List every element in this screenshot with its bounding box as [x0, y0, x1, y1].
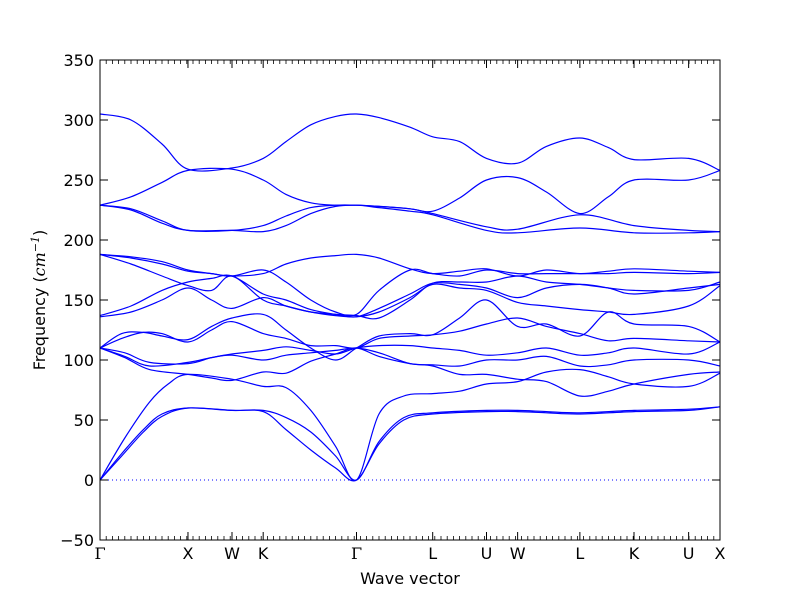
- y-tick-label-8: 350: [63, 51, 94, 70]
- band-line-7: [99, 317, 721, 349]
- band-line-1: [99, 406, 721, 482]
- y-axis-label: Frequency (cm−1): [29, 230, 49, 371]
- band-line-4: [99, 347, 721, 397]
- band-line-6: [99, 341, 721, 365]
- y-axis-label-exponent: −1: [29, 236, 42, 252]
- kpoint-label-7: W: [510, 544, 526, 563]
- kpoint-label-1: X: [182, 544, 193, 563]
- band-line-8: [99, 299, 721, 361]
- kpoint-label-0: Γ: [94, 544, 105, 563]
- x-axis-label: Wave vector: [360, 569, 460, 588]
- y-tick-label-4: 150: [63, 291, 94, 310]
- band-line-16: [99, 167, 721, 215]
- band-lines: [99, 113, 721, 482]
- y-tick-label-7: 300: [63, 111, 94, 130]
- y-tick-label-3: 100: [63, 351, 94, 370]
- band-line-3: [99, 368, 721, 482]
- kpoint-label-2: W: [224, 544, 240, 563]
- band-line-13: [99, 253, 721, 277]
- y-axis-ticks: −50 0 50 100 150 200 250 300 350: [60, 51, 720, 550]
- kpoint-label-6: U: [481, 544, 493, 563]
- y-tick-label-0: −50: [60, 531, 94, 550]
- y-tick-label-5: 200: [63, 231, 94, 250]
- kpoint-label-8: L: [575, 544, 584, 563]
- band-line-9: [99, 283, 721, 318]
- kpoint-label-9: K: [629, 544, 640, 563]
- kpoint-label-5: L: [428, 544, 437, 563]
- y-axis-label-suffix: ): [30, 230, 49, 236]
- band-line-17: [99, 113, 721, 172]
- kpoint-label-4: Γ: [351, 544, 362, 563]
- y-tick-label-1: 0: [84, 471, 94, 490]
- band-line-10: [99, 274, 721, 318]
- band-line-12: [99, 253, 721, 317]
- y-tick-label-2: 50: [74, 411, 94, 430]
- band-line-11: [99, 253, 721, 320]
- band-line-5: [99, 347, 721, 368]
- y-tick-label-6: 250: [63, 171, 94, 190]
- kpoint-label-3: K: [258, 544, 269, 563]
- kpoint-label-11: X: [715, 544, 726, 563]
- y-axis-label-prefix: Frequency (: [30, 276, 49, 370]
- kpoint-label-10: U: [683, 544, 695, 563]
- y-axis-label-unit: cm: [30, 252, 49, 276]
